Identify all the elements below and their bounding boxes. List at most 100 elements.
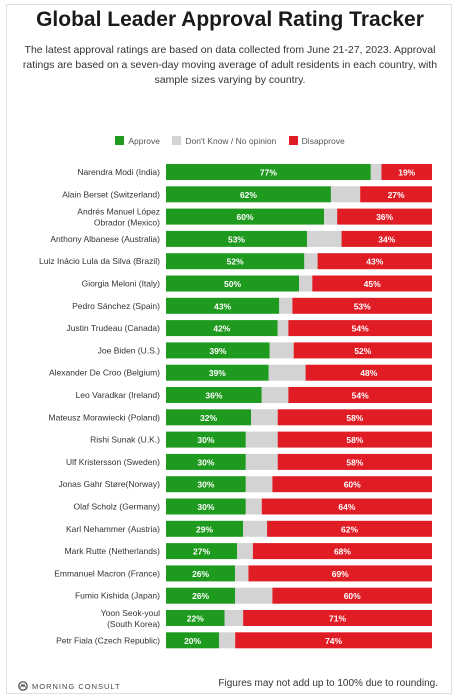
legend-item-dont-know: Don't Know / No opinion xyxy=(172,136,276,146)
data-label-disapprove: 19% xyxy=(398,168,415,178)
bar-segment-approve xyxy=(166,543,238,560)
bar-segment-disapprove xyxy=(317,253,432,270)
data-label-approve: 30% xyxy=(197,457,214,467)
morning-consult-logo-icon xyxy=(18,681,28,691)
bar-segment-dont-know xyxy=(237,543,253,560)
category-label: Leo Varadkar (Ireland) xyxy=(76,390,161,400)
bar-segment-approve xyxy=(166,364,269,381)
legend: Approve Don't Know / No opinion Disappro… xyxy=(0,136,460,146)
data-label-disapprove: 58% xyxy=(346,435,363,445)
category-label: Karl Nehammer (Austria) xyxy=(66,524,160,534)
data-label-approve: 30% xyxy=(197,480,214,490)
category-label: Anthony Albanese (Australia) xyxy=(50,234,160,244)
category-label: Fumio Kishida (Japan) xyxy=(75,591,160,601)
data-label-disapprove: 62% xyxy=(341,524,358,534)
bar-segment-dont-know xyxy=(261,387,289,403)
bar-segment-disapprove xyxy=(272,587,432,604)
data-label-disapprove: 69% xyxy=(332,569,349,579)
category-label: Mateusz Morawiecki (Poland) xyxy=(49,412,161,422)
bar-segment-dont-know xyxy=(224,610,244,626)
bar-segment-dont-know xyxy=(299,275,313,292)
category-label: Justin Trudeau (Canada) xyxy=(66,323,160,333)
bar-segment-disapprove xyxy=(360,186,432,203)
category-label-line: Pedro Sánchez (Spain) xyxy=(72,301,160,311)
data-label-disapprove: 64% xyxy=(338,502,355,512)
bar-segment-dont-know xyxy=(235,587,273,604)
data-label-approve: 42% xyxy=(213,324,230,334)
category-label-line: Jonas Gahr Støre(Norway) xyxy=(58,479,160,489)
category-label: Andrés Manuel López Obrador (Mexico) xyxy=(77,207,160,228)
bar-segment-approve xyxy=(166,186,331,203)
legend-swatch-disapprove xyxy=(288,136,298,145)
category-label-line: Joe Biden (U.S.) xyxy=(98,345,161,355)
category-label-line: Luiz Inácio Lula da Silva (Brazil) xyxy=(39,256,160,266)
bar-segment-dont-know xyxy=(245,476,273,493)
bar-segment-disapprove xyxy=(381,164,432,180)
chart-title: Global Leader Approval Rating Tracker xyxy=(36,8,424,31)
category-label-line: Anthony Albanese (Australia) xyxy=(50,234,160,244)
bar-segment-dont-know xyxy=(370,164,382,180)
category-label-line: Emmanuel Macron (France) xyxy=(54,568,160,578)
bar-segment-disapprove xyxy=(288,387,432,403)
data-label-disapprove: 71% xyxy=(329,614,346,624)
bar-segment-approve xyxy=(166,297,280,314)
category-label: Luiz Inácio Lula da Silva (Brazil) xyxy=(39,256,160,266)
data-label-approve: 26% xyxy=(192,591,209,601)
bar-segment-dont-know xyxy=(243,520,268,537)
chart-subtitle: The latest approval ratings are based on… xyxy=(22,44,438,86)
bar-segment-disapprove xyxy=(277,431,432,448)
data-label-disapprove: 54% xyxy=(352,391,369,401)
category-label: Rishi Sunak (U.K.) xyxy=(90,435,160,445)
bar-segment-disapprove xyxy=(235,632,432,649)
bar-segment-approve xyxy=(166,453,246,470)
data-label-disapprove: 60% xyxy=(344,591,361,601)
category-label-line: Mateusz Morawiecki (Poland) xyxy=(49,412,161,422)
bar-segment-dont-know xyxy=(269,342,294,359)
data-label-disapprove: 45% xyxy=(364,279,381,289)
data-label-approve: 43% xyxy=(214,301,231,311)
bar-segment-disapprove xyxy=(292,297,432,314)
bar-segment-disapprove xyxy=(277,409,432,426)
bar-segment-approve xyxy=(166,320,278,337)
bar-segment-dont-know xyxy=(304,253,318,270)
bar-segment-disapprove xyxy=(312,275,432,292)
bar-segment-approve xyxy=(166,275,299,292)
bar-segment-approve xyxy=(166,520,244,537)
data-label-approve: 60% xyxy=(237,212,254,222)
data-label-approve: 30% xyxy=(197,435,214,445)
stacked-bar-chart: Narendra Modi (India) 77% 19% Alain Berset … xyxy=(39,164,432,649)
data-label-approve: 20% xyxy=(184,636,201,646)
category-label: Olaf Scholz (Germany) xyxy=(74,502,161,512)
legend-swatch-dont-know xyxy=(172,136,182,145)
bar-segment-approve xyxy=(166,208,325,225)
data-label-disapprove: 74% xyxy=(325,636,342,646)
category-label: Emmanuel Macron (France) xyxy=(54,568,160,578)
bar-segment-disapprove xyxy=(267,520,432,537)
data-label-disapprove: 53% xyxy=(354,301,371,311)
data-label-disapprove: 36% xyxy=(376,212,393,222)
bar-segment-approve xyxy=(166,431,246,448)
legend-item-disapprove: Disapprove xyxy=(288,136,345,146)
bar-segment-disapprove xyxy=(341,230,432,247)
bar-segment-dont-know xyxy=(245,431,278,448)
data-label-approve: 50% xyxy=(224,279,241,289)
bar-segment-disapprove xyxy=(252,543,432,560)
data-label-disapprove: 68% xyxy=(334,547,351,557)
category-label-line: Obrador (Mexico) xyxy=(94,218,160,228)
data-label-approve: 22% xyxy=(187,614,204,624)
data-label-approve: 27% xyxy=(193,547,210,557)
legend-swatch-approve xyxy=(115,136,125,145)
data-label-approve: 52% xyxy=(227,257,244,267)
category-label-line: Rishi Sunak (U.K.) xyxy=(90,435,160,445)
category-label-line: Mark Rutte (Netherlands) xyxy=(65,546,161,556)
category-label-line: Narendra Modi (India) xyxy=(77,167,160,177)
bar-segment-disapprove xyxy=(337,208,432,225)
category-label: Alain Berset (Switzerland) xyxy=(62,189,160,199)
bar-segment-disapprove xyxy=(293,342,432,359)
bar-segment-approve xyxy=(166,387,262,403)
category-label-line: Ulf Kristersson (Sweden) xyxy=(66,457,160,467)
category-label-line: Justin Trudeau (Canada) xyxy=(66,323,160,333)
bar-segment-approve xyxy=(166,498,246,515)
data-label-disapprove: 58% xyxy=(346,413,363,423)
data-label-disapprove: 52% xyxy=(354,346,371,356)
